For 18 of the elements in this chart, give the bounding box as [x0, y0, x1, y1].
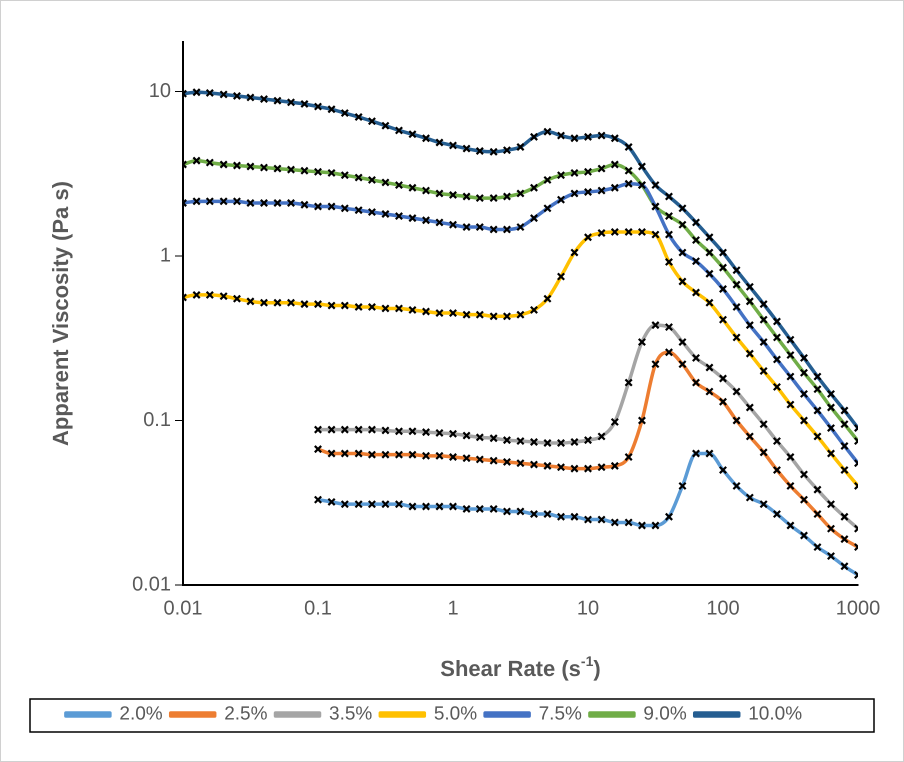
legend-label: 7.5%	[538, 704, 582, 725]
y-tick-label: 10	[148, 80, 171, 102]
y-tick-label: 1	[160, 244, 171, 267]
y-axis-title: Apparent Viscosity (Pa s)	[48, 181, 74, 446]
legend-label: 9.0%	[643, 704, 687, 725]
legend-label: 2.5%	[224, 704, 268, 725]
y-tick-label: 0.01	[132, 574, 171, 596]
legend-label: 5.0%	[434, 704, 478, 725]
x-tick-label: 1000	[836, 598, 880, 620]
x-tick-label: 1	[447, 598, 459, 620]
legend-label: 3.5%	[329, 704, 372, 725]
legend-label: 10.0%	[748, 704, 802, 725]
y-tick-label: 0.1	[143, 409, 171, 432]
x-tick-label: 100	[706, 598, 740, 620]
x-tick-label: 0.1	[304, 598, 332, 620]
x-tick-label: 0.01	[164, 598, 202, 620]
x-tick-label: 10	[576, 598, 600, 620]
legend-label: 2.0%	[119, 704, 163, 725]
